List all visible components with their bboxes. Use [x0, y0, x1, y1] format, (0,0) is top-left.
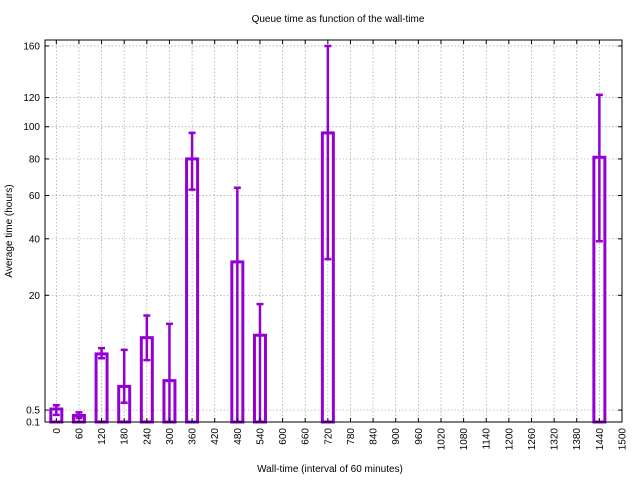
error-bars	[52, 44, 603, 422]
x-tick-label: 360	[188, 428, 199, 445]
y-tick-label: 40	[29, 234, 41, 245]
y-ticks: 0.10.5 20 40 60 80 100 120 160	[23, 41, 622, 429]
x-tick-label: 180	[120, 428, 131, 445]
plot-frame	[44, 39, 623, 423]
chart-title: Queue time as function of the wall-time	[252, 14, 425, 25]
x-tick-label: 420	[210, 428, 221, 445]
x-tick-label: 840	[369, 428, 380, 445]
y-tick-label: 120	[23, 93, 40, 104]
x-tick-label: 960	[414, 428, 425, 445]
x-tick-label: 1020	[436, 428, 447, 451]
y-tick-label: 60	[29, 191, 41, 202]
x-tick-label: 480	[233, 428, 244, 445]
y-axis-label: Average time (hours)	[4, 184, 15, 277]
x-tick-label: 240	[142, 428, 153, 445]
y-tick-label: 20	[29, 291, 41, 302]
x-ticks: 0 60 120 180 240 300 360 420 480 540 600 660 720 780 8…	[52, 40, 629, 450]
x-tick-label: 660	[301, 428, 312, 445]
y-tick-label: 80	[29, 154, 41, 165]
x-tick-label: 1140	[482, 428, 493, 450]
x-tick-label: 720	[323, 428, 334, 445]
x-tick-label: 1260	[527, 428, 538, 451]
y-tick-label: 100	[23, 122, 40, 133]
x-tick-label: 780	[346, 428, 357, 445]
x-tick-label: 0	[52, 428, 63, 434]
x-tick-label: 300	[165, 428, 176, 445]
x-tick-label: 540	[255, 428, 266, 445]
y-tick-label: 160	[23, 41, 40, 52]
x-tick-label: 60	[74, 428, 85, 440]
x-tick-label: 1380	[572, 428, 583, 451]
y-tick-label: 0.5	[26, 406, 40, 417]
x-tick-label: 1440	[595, 428, 606, 451]
x-tick-label: 600	[278, 428, 289, 445]
y-tick-label: 0.1	[26, 418, 40, 429]
x-tick-label: 900	[391, 428, 402, 445]
x-tick-label: 1200	[504, 428, 515, 451]
x-tick-label: 1320	[550, 428, 561, 451]
x-tick-label: 120	[97, 428, 108, 445]
x-axis-label: Wall-time (interval of 60 minutes)	[257, 464, 403, 475]
x-tick-label: 1080	[459, 428, 470, 451]
x-tick-label: 1500	[618, 428, 629, 451]
